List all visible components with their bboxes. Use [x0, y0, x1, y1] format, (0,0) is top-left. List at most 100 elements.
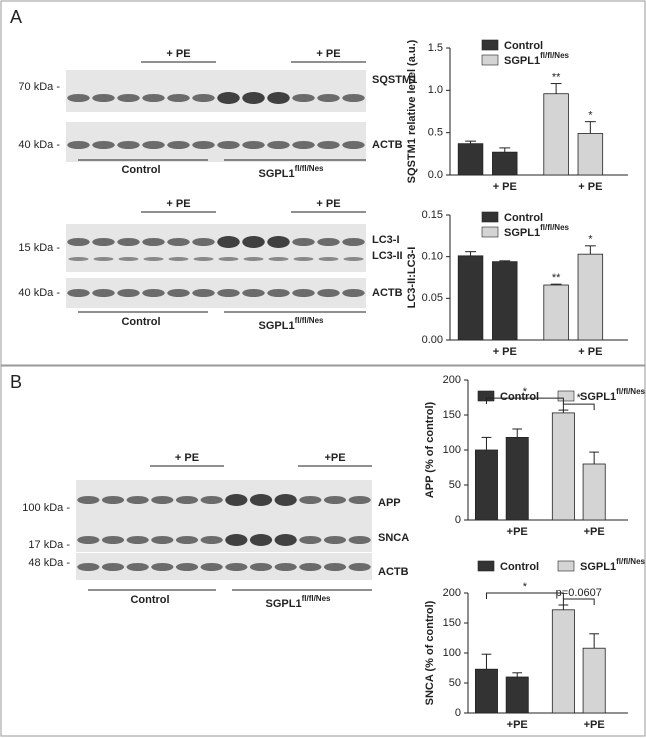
group-label: SGPL1fl/fl/Nes — [259, 164, 325, 180]
blot-band — [274, 563, 297, 571]
kda-label: 17 kDa - — [28, 539, 70, 551]
y-tick-label: 0.10 — [422, 251, 443, 263]
blot-band — [192, 238, 215, 246]
x-tick-label: + PE — [493, 346, 517, 358]
blot-band — [225, 494, 248, 506]
blot-band — [175, 563, 199, 571]
blot-band — [274, 534, 297, 546]
bar — [543, 284, 569, 341]
blot — [76, 553, 372, 580]
legend-swatch — [477, 560, 495, 572]
blot-band — [93, 257, 114, 261]
y-tick-label: 150 — [443, 409, 461, 421]
pe-label: + PE — [166, 48, 190, 60]
kda-label: 48 kDa - — [28, 557, 70, 569]
bracket-label: * — [523, 386, 528, 398]
blot-band — [142, 289, 165, 297]
y-tick-label: 100 — [443, 444, 461, 456]
bracket-label: * — [523, 581, 528, 593]
blot-band — [101, 496, 125, 504]
blot-band — [299, 563, 322, 571]
legend-swatch — [481, 39, 499, 51]
blot-band — [117, 94, 140, 102]
blot-band — [67, 238, 90, 246]
x-tick-label: +PE — [584, 526, 605, 538]
blot-band — [242, 236, 265, 248]
label-text: SGPL1 — [504, 227, 540, 239]
pe-label: + PE — [316, 48, 340, 60]
blot-band — [342, 238, 365, 246]
panel-label: B — [10, 372, 22, 392]
kda-label: 40 kDa - — [18, 287, 60, 299]
kda-label: 100 kDa - — [22, 502, 70, 514]
panel-label: A — [10, 7, 22, 27]
y-tick-label: 0.5 — [428, 127, 443, 139]
blot-band — [225, 563, 248, 571]
superscript: fl/fl/Nes — [540, 223, 569, 232]
bar — [457, 255, 484, 341]
blot-band — [167, 94, 190, 102]
y-tick-label: 50 — [449, 479, 461, 491]
legend-swatch — [557, 560, 575, 572]
blot-band — [242, 92, 265, 104]
x-tick-label: + PE — [578, 346, 602, 358]
bracket-label: * — [577, 392, 582, 404]
blot-band — [342, 289, 365, 297]
blot-band — [343, 257, 364, 261]
blot-band — [167, 141, 190, 149]
kda-label: 15 kDa - — [18, 242, 60, 254]
significance: ** — [552, 272, 561, 284]
blot-band — [267, 236, 290, 248]
y-axis-label: SNCA (% of control) — [424, 600, 436, 705]
blot — [76, 480, 372, 528]
label-text: SGPL1 — [580, 391, 616, 403]
kda-label: 40 kDa - — [18, 139, 60, 151]
y-tick-label: 1.5 — [428, 42, 443, 54]
blot — [66, 224, 366, 272]
x-tick-label: + PE — [578, 181, 602, 193]
blot-band — [192, 141, 215, 149]
bar — [474, 449, 498, 521]
blot-band — [92, 141, 115, 149]
blot-band — [323, 536, 347, 544]
blot-band — [151, 496, 174, 504]
x-tick-label: +PE — [507, 526, 528, 538]
legend-swatch — [557, 390, 575, 402]
blot-band — [77, 563, 100, 571]
legend-swatch — [481, 54, 499, 66]
y-tick-label: 0.00 — [422, 334, 443, 346]
blot-band — [117, 141, 140, 149]
superscript: fl/fl/Nes — [616, 557, 645, 566]
pe-label: + PE — [175, 452, 199, 464]
blot-band — [267, 289, 290, 297]
y-tick-label: 100 — [443, 647, 461, 659]
bracket — [485, 592, 564, 599]
group-label: Control — [121, 316, 160, 328]
bar — [492, 151, 518, 176]
blot-band — [299, 536, 322, 544]
blot-band — [142, 141, 165, 149]
legend-swatch — [481, 226, 499, 238]
blot-band — [101, 563, 125, 571]
legend-label: Control — [504, 212, 543, 224]
panel-frame — [0, 0, 646, 366]
blot-band — [317, 289, 340, 297]
blot-band — [117, 289, 140, 297]
label-text: SGPL1 — [259, 320, 295, 332]
blot-band — [249, 563, 273, 571]
legend-swatch — [481, 211, 499, 223]
superscript: fl/fl/Nes — [302, 594, 331, 603]
blot-band — [243, 257, 264, 261]
blot-band — [142, 94, 165, 102]
legend-label: Control — [504, 40, 543, 52]
blot-band — [200, 496, 223, 504]
y-tick-label: 0 — [455, 707, 461, 719]
blot-band — [317, 238, 340, 246]
blot-band — [242, 289, 265, 297]
pe-label: + PE — [316, 198, 340, 210]
blot-band — [225, 534, 248, 546]
blot-band — [249, 494, 273, 506]
blot-band — [292, 238, 315, 246]
blot-band — [142, 238, 165, 246]
